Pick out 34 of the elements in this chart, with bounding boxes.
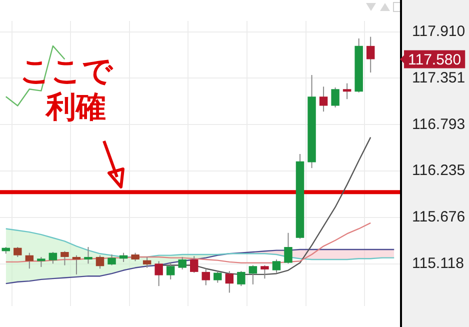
candlestick xyxy=(72,254,81,275)
candlestick xyxy=(248,264,258,285)
candlestick xyxy=(331,86,340,108)
candlestick xyxy=(84,246,92,264)
y-tick-label: 115.118 xyxy=(412,254,464,272)
candlestick xyxy=(190,256,198,274)
candlestick xyxy=(60,250,69,266)
candlestick xyxy=(37,256,46,268)
candlestick xyxy=(96,254,104,270)
candlestick xyxy=(178,256,186,270)
candlestick xyxy=(48,251,58,264)
candlestick xyxy=(319,86,328,112)
y-tick-label: 116.235 xyxy=(412,162,466,180)
candlestick xyxy=(14,246,22,258)
candlestick xyxy=(142,256,152,268)
candlestick xyxy=(108,254,116,266)
candlestick xyxy=(272,258,281,274)
text: 117.580 xyxy=(408,51,462,68)
y-tick-label: 117.351 xyxy=(412,69,466,86)
candlestick xyxy=(166,262,175,280)
candlestick xyxy=(260,264,269,280)
y-tick-label: 117.910 xyxy=(412,22,466,40)
candlestick xyxy=(25,252,34,270)
candlestick xyxy=(214,270,222,284)
candlestick xyxy=(237,270,246,287)
y-tick-label: 116.793 xyxy=(412,116,466,133)
annotation: ここで利確 xyxy=(20,54,114,125)
candlestick xyxy=(366,36,375,74)
candlestick xyxy=(202,268,210,286)
candlestick xyxy=(154,260,163,287)
candlestick xyxy=(284,232,292,264)
candlestick xyxy=(342,82,352,100)
y-tick-label: 115.676 xyxy=(412,208,466,226)
candlestick xyxy=(225,270,234,294)
